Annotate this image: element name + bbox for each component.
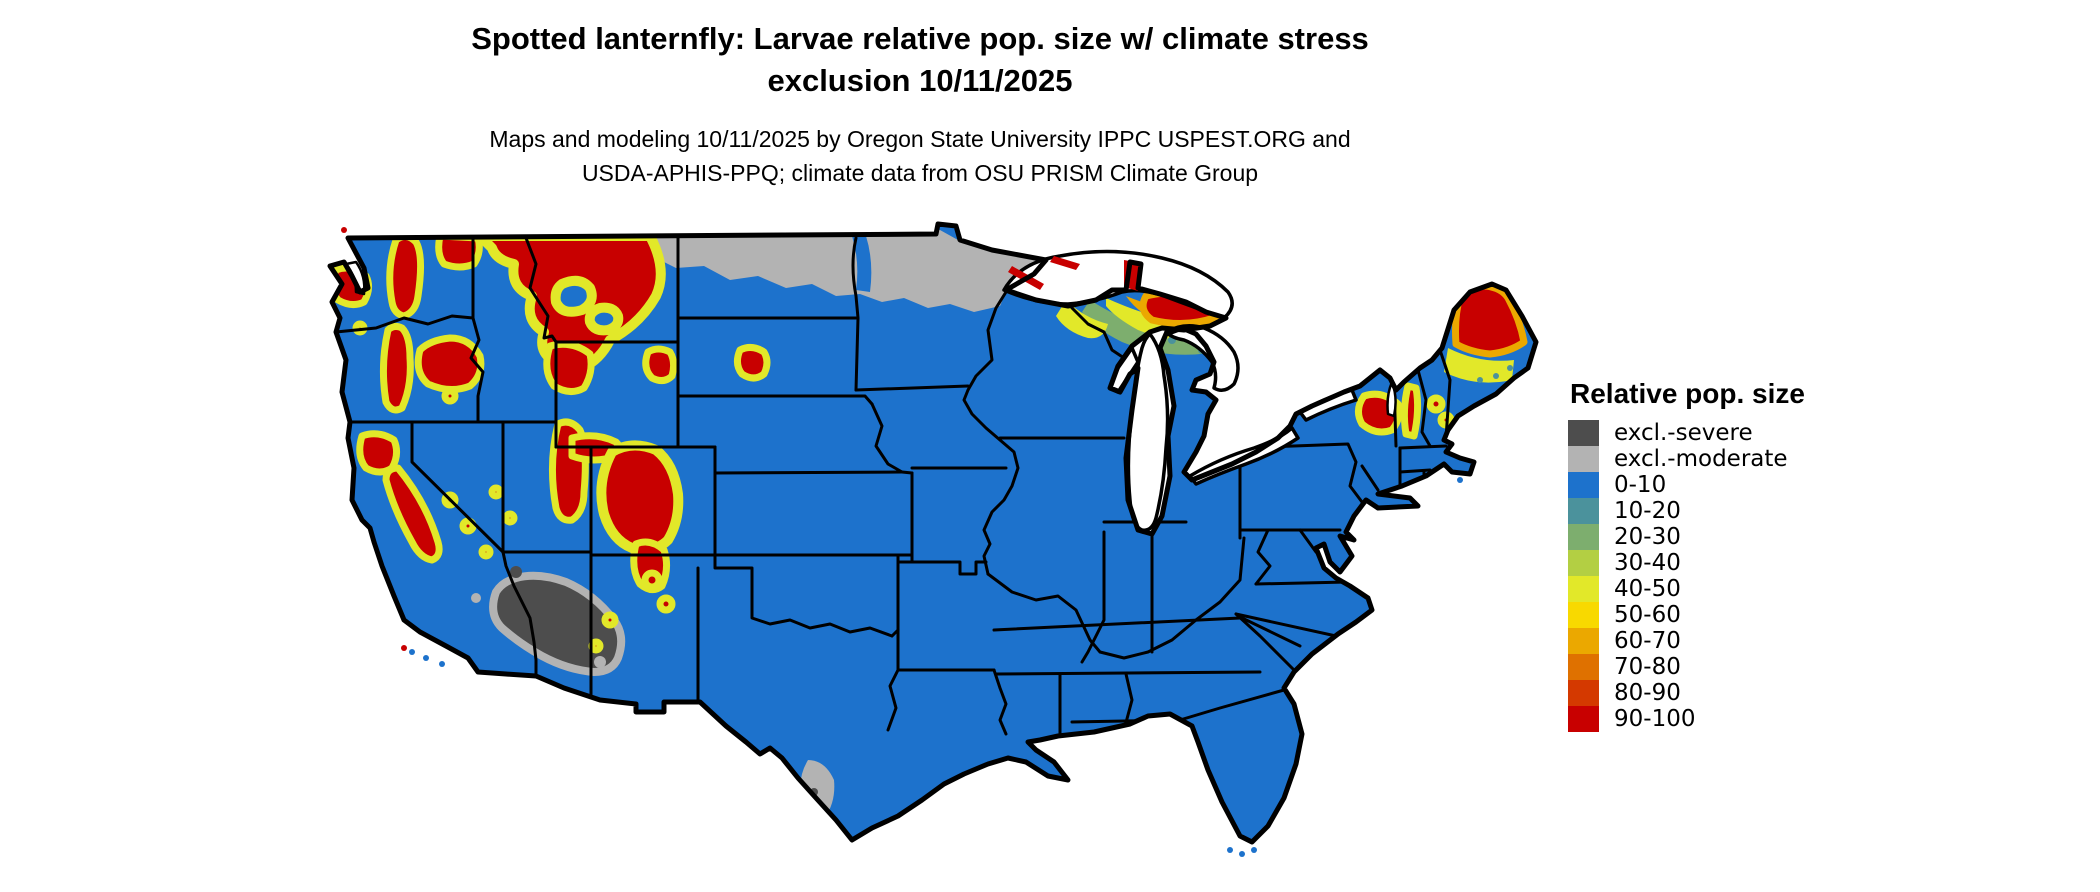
legend-label: 20-30 [1614, 524, 1681, 550]
map-title: Spotted lanternfly: Larvae relative pop.… [300, 18, 1540, 102]
legend-label: 60-70 [1614, 628, 1681, 654]
legend-swatch-0-10 [1568, 472, 1599, 498]
legend-item-60-70: 60-70 [1568, 628, 1898, 654]
legend-item-excl.-severe: excl.-severe [1568, 420, 1898, 446]
conus-outline [327, 221, 1539, 845]
channel-island [439, 661, 445, 667]
region-mod-speck-ca [471, 593, 481, 603]
map-title-line2: exclusion 10/11/2025 [767, 63, 1073, 98]
region-sev-speck-nv [510, 566, 522, 578]
isle-royale [1050, 256, 1080, 270]
legend-swatch-90-100 [1568, 706, 1599, 732]
legend-swatch-excl.-severe [1568, 420, 1599, 446]
legend-label: 40-50 [1614, 576, 1681, 602]
channel-island [409, 649, 415, 655]
legend-label: excl.-severe [1614, 420, 1753, 446]
legend-swatch-60-70 [1568, 628, 1599, 654]
legend-swatch-excl.-moderate [1568, 446, 1599, 472]
point-roberts-speck [341, 227, 347, 233]
legend-title: Relative pop. size [1570, 378, 1805, 409]
us-map [300, 200, 1540, 892]
legend-swatch-40-50 [1568, 576, 1599, 602]
legend-swatch-10-20 [1568, 498, 1599, 524]
legend-item-90-100: 90-100 [1568, 706, 1898, 732]
legend-item-40-50: 40-50 [1568, 576, 1898, 602]
channel-island [423, 655, 429, 661]
legend-label: 80-90 [1614, 680, 1681, 706]
legend: Relative pop. size excl.-severe excl.-mod… [1568, 378, 1898, 732]
legend-item-30-40: 30-40 [1568, 550, 1898, 576]
region-excl-moderate-north [632, 230, 1044, 312]
map-subtitle: Maps and modeling 10/11/2025 by Oregon S… [300, 122, 1540, 190]
florida-key [1239, 851, 1245, 857]
map-subtitle-line2: USDA-APHIS-PPQ; climate data from OSU PR… [581, 160, 1259, 186]
legend-label: 50-60 [1614, 602, 1681, 628]
legend-item-20-30: 20-30 [1568, 524, 1898, 550]
map-title-line1: Spotted lanternfly: Larvae relative pop.… [471, 21, 1369, 56]
region-mod-speck-az [594, 656, 606, 668]
lake-huron [1164, 324, 1240, 392]
legend-item-excl.-moderate: excl.-moderate [1568, 446, 1898, 472]
legend-item-10-20: 10-20 [1568, 498, 1898, 524]
legend-rows: excl.-severe excl.-moderate 0-10 10-20 20-30… [1568, 420, 1898, 732]
florida-key [1251, 847, 1257, 853]
legend-swatch-80-90 [1568, 680, 1599, 706]
legend-label: 70-80 [1614, 654, 1681, 680]
nantucket [1457, 477, 1463, 483]
legend-swatch-70-80 [1568, 654, 1599, 680]
legend-label: 30-40 [1614, 550, 1681, 576]
legend-label: excl.-moderate [1614, 446, 1788, 472]
region-red-river-valley [852, 236, 872, 292]
florida-key [1227, 847, 1233, 853]
us-map-svg [327, 221, 1539, 857]
state-borders [334, 236, 1452, 742]
legend-swatch-30-40 [1568, 550, 1599, 576]
legend-item-0-10: 0-10 [1568, 472, 1898, 498]
legend-item-80-90: 80-90 [1568, 680, 1898, 706]
legend-item-70-80: 70-80 [1568, 654, 1898, 680]
map-subtitle-line1: Maps and modeling 10/11/2025 by Oregon S… [489, 126, 1351, 152]
channel-island-red [401, 645, 407, 651]
legend-swatch-50-60 [1568, 602, 1599, 628]
legend-item-50-60: 50-60 [1568, 602, 1898, 628]
legend-label: 90-100 [1614, 706, 1696, 732]
conus-base-fill [330, 224, 1536, 842]
legend-label: 0-10 [1614, 472, 1667, 498]
legend-label: 10-20 [1614, 498, 1681, 524]
legend-swatch-20-30 [1568, 524, 1599, 550]
